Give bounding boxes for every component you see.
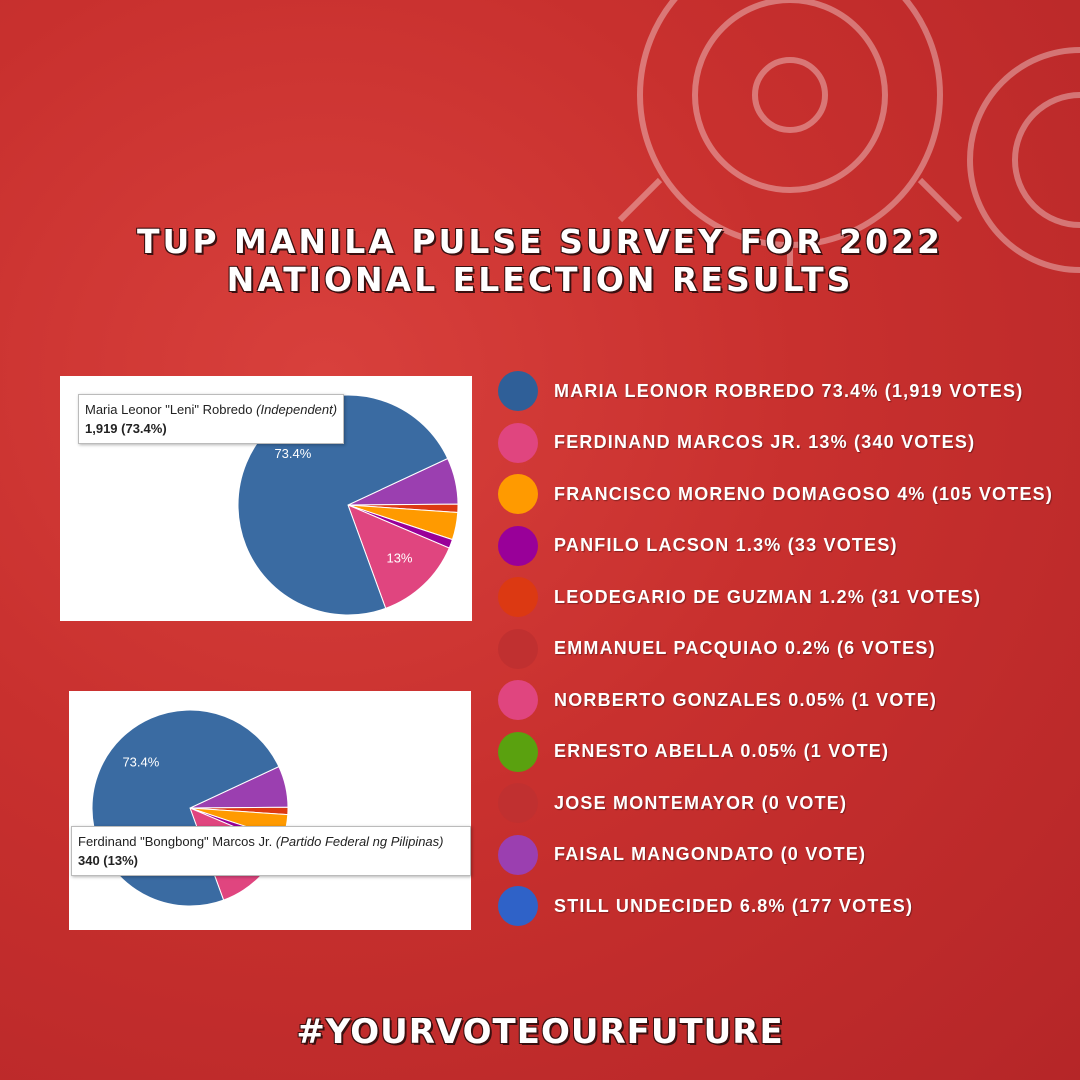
- tooltip-name: Ferdinand "Bongbong" Marcos Jr.: [78, 834, 273, 849]
- legend-item: ERNESTO ABELLA 0.05% (1 VOTE): [498, 731, 889, 773]
- legend-dot: [498, 834, 538, 875]
- legend-item: PANFILO LACSON 1.3% (33 VOTES): [498, 525, 898, 567]
- legend-item: NORBERTO GONZALES 0.05% (1 VOTE): [498, 679, 937, 721]
- tooltip-party: (Partido Federal ng Pilipinas): [275, 834, 444, 849]
- legend-text: PANFILO LACSON 1.3% (33 VOTES): [554, 535, 898, 555]
- legend-text: LEODEGARIO DE GUZMAN 1.2% (31 VOTES): [554, 586, 982, 607]
- hashtag: #YOURVOTEOURFUTURE: [296, 1012, 784, 1052]
- legend-dot: [498, 628, 538, 669]
- tooltip-party: (Independent): [256, 402, 338, 417]
- gear-decoration: [617, 0, 1080, 290]
- value-label: 13%: [386, 551, 412, 566]
- legend-text: JOSE MONTEMAYOR (0 VOTE): [554, 792, 848, 813]
- legend-item: LEODEGARIO DE GUZMAN 1.2% (31 VOTES): [498, 576, 981, 618]
- legend-text: ERNESTO ABELLA 0.05% (1 VOTE): [554, 741, 890, 761]
- legend-dot: [498, 422, 538, 463]
- tooltip-name: Maria Leonor "Leni" Robredo: [85, 402, 253, 417]
- pie-slice: [237, 394, 449, 616]
- legend-dot: [498, 886, 538, 926]
- legend-item: STILL UNDECIDED 6.8% (177 VOTES): [498, 885, 913, 927]
- legend-dot: [498, 577, 538, 617]
- title: NATIONAL ELECTION RESULTS: [226, 260, 854, 299]
- tooltip: Maria Leonor "Leni" Robredo (Independent…: [78, 394, 345, 444]
- legend-text: MARIA LEONOR ROBREDO 73.4% (1,919 VOTES): [554, 380, 1024, 401]
- value-label: 73.4%: [122, 754, 159, 769]
- legend-item: MARIA LEONOR ROBREDO 73.4% (1,919 VOTES): [498, 370, 1023, 412]
- legend-text: FAISAL MANGONDATO (0 VOTE): [554, 844, 867, 864]
- title: TUP MANILA PULSE SURVEY FOR 2022: [137, 222, 943, 261]
- legend-item: FRANCISCO MORENO DOMAGOSO 4% (105 VOTES): [498, 473, 1053, 515]
- legend-text: FRANCISCO MORENO DOMAGOSO 4% (105 VOTES): [554, 483, 1054, 504]
- legend-dot: [498, 731, 538, 772]
- legend-item: FERDINAND MARCOS JR. 13% (340 VOTES): [498, 422, 975, 464]
- legend-item: JOSE MONTEMAYOR (0 VOTE): [498, 782, 847, 824]
- legend-dot: [498, 525, 538, 566]
- tooltip-value: 1,919 (73.4%): [85, 421, 167, 436]
- tooltip: Ferdinand "Bongbong" Marcos Jr. (Partido…: [71, 826, 471, 876]
- pie-chart: 73.4%: [91, 709, 289, 907]
- legend-text: EMMANUEL PACQUIAO 0.2% (6 VOTES): [554, 638, 936, 658]
- legend-dot: [498, 680, 538, 720]
- pie-slice: [347, 504, 450, 609]
- legend-text: FERDINAND MARCOS JR. 13% (340 VOTES): [554, 432, 976, 452]
- legend-item: FAISAL MANGONDATO (0 VOTE): [498, 834, 866, 876]
- legend-text: NORBERTO GONZALES 0.05% (1 VOTE): [554, 689, 938, 710]
- legend-item: EMMANUEL PACQUIAO 0.2% (6 VOTES): [498, 628, 936, 670]
- legend-dot: [498, 783, 538, 823]
- pie-chart: 13% 73.4%: [237, 394, 459, 616]
- legend-dot: [498, 371, 538, 411]
- legend-text: STILL UNDECIDED 6.8% (177 VOTES): [554, 895, 914, 916]
- value-label: 73.4%: [274, 446, 311, 461]
- pie-panel: 73.4% Ferdinand "Bongbong" Marcos Jr. (P…: [69, 691, 471, 930]
- tooltip-value: 340 (13%): [78, 853, 138, 868]
- pie-panel: 13% 73.4% Maria Leonor "Leni" Robredo (In…: [60, 376, 472, 621]
- legend-dot: [498, 474, 538, 514]
